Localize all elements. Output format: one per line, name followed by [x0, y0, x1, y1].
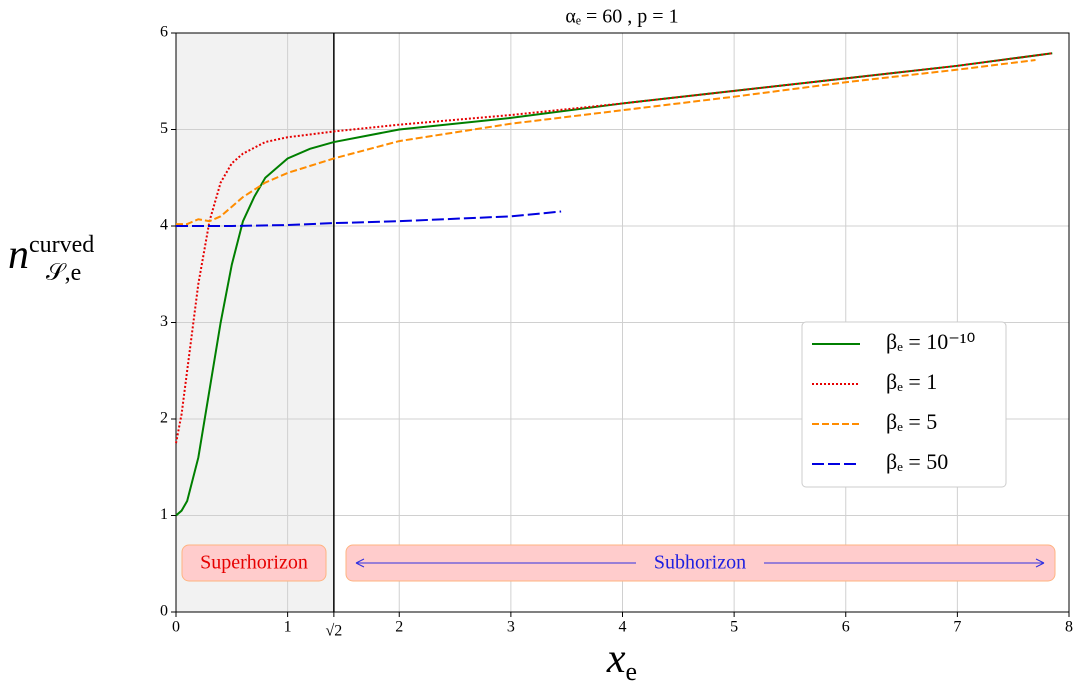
- annotation-box: [181, 544, 327, 582]
- annotation-box: [345, 544, 1056, 582]
- y-tick-label: 4: [160, 217, 168, 234]
- y-tick-label: 5: [160, 120, 168, 137]
- y-tick-label: 1: [160, 506, 168, 523]
- series-line: [176, 59, 1036, 226]
- y-tick-label: 0: [160, 603, 168, 620]
- y-tick-label: 6: [160, 24, 168, 41]
- series-line: [175, 52, 1053, 517]
- legend-label: βₑ = 5: [886, 409, 937, 434]
- plot-frame: [175, 32, 1070, 613]
- annotation: Subhorizon: [654, 552, 746, 574]
- x-tick-label: 3: [507, 619, 515, 636]
- x-tick-label: 8: [1065, 619, 1073, 636]
- legend-label: βₑ = 50: [886, 449, 948, 474]
- legend-box: [801, 321, 1007, 488]
- y-axis-label: ncurved 𝒮,e: [8, 232, 94, 286]
- x-tick-label: √2: [325, 623, 342, 640]
- legend-label: βₑ = 10⁻¹⁰: [886, 329, 975, 354]
- x-tick-label: 6: [842, 619, 850, 636]
- y-tick-label: 3: [160, 313, 168, 330]
- y-tick-label: 2: [160, 410, 168, 427]
- series-line: [176, 210, 562, 227]
- annotation: Superhorizon: [200, 552, 308, 574]
- arrow: [355, 558, 1045, 568]
- x-axis-label: xe: [606, 636, 637, 682]
- legend-label: βₑ = 1: [886, 369, 937, 394]
- x-tick-label: 7: [953, 619, 961, 636]
- x-tick-label: 2: [395, 619, 403, 636]
- x-tick-label: 0: [172, 619, 180, 636]
- x-tick-label: 5: [730, 619, 738, 636]
- x-tick-label: 4: [619, 619, 627, 636]
- x-tick-label: 1: [284, 619, 292, 636]
- series-line: [175, 52, 1053, 444]
- chart-title: αₑ = 60 , p = 1: [565, 6, 678, 28]
